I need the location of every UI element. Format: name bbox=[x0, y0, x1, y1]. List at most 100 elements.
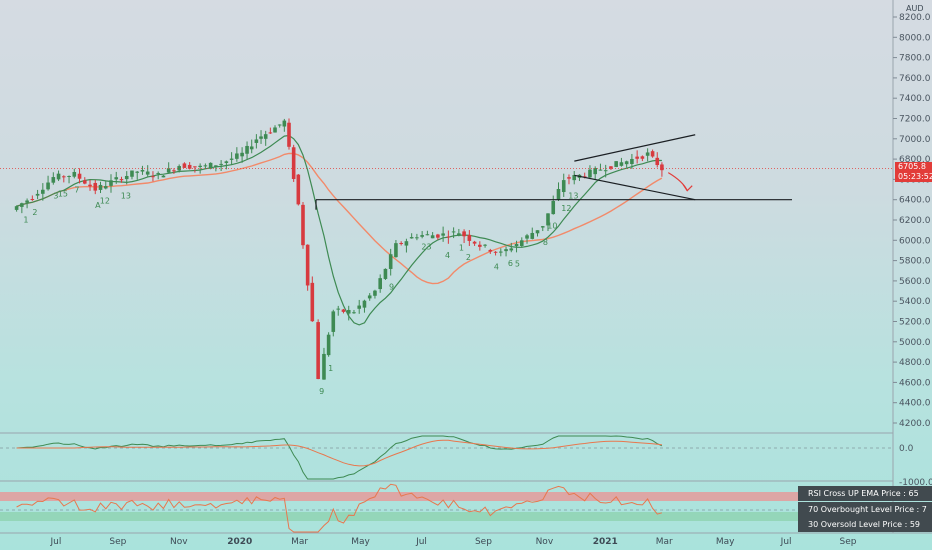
candle-body bbox=[451, 231, 456, 233]
candle-body bbox=[326, 334, 331, 356]
time-axis-label: 2020 bbox=[227, 537, 252, 547]
candle bbox=[609, 166, 613, 170]
candle-body bbox=[420, 235, 424, 237]
candle bbox=[415, 233, 419, 241]
candle bbox=[277, 124, 282, 128]
candle bbox=[301, 202, 305, 249]
candle-body bbox=[249, 146, 254, 150]
candle bbox=[198, 163, 202, 174]
candle-body bbox=[436, 234, 440, 238]
candle-body bbox=[151, 176, 155, 178]
candle-body bbox=[509, 248, 514, 251]
candle bbox=[577, 174, 582, 181]
candle bbox=[567, 174, 571, 185]
candle bbox=[603, 164, 608, 178]
candle bbox=[660, 162, 664, 177]
candle bbox=[249, 139, 254, 154]
candle-body bbox=[56, 173, 61, 180]
candle-body bbox=[446, 236, 451, 238]
candles[interactable] bbox=[14, 118, 664, 380]
price-tick-label: 5400.0 bbox=[899, 297, 931, 307]
td-label: 5 bbox=[515, 259, 520, 268]
currency-label: AUD bbox=[906, 4, 924, 13]
td-label: 9 bbox=[389, 283, 394, 292]
candle bbox=[140, 165, 145, 175]
candle bbox=[383, 268, 388, 280]
candle-body bbox=[301, 204, 305, 246]
candle bbox=[291, 144, 296, 182]
candle-body bbox=[208, 162, 213, 169]
candle bbox=[514, 240, 519, 253]
candle-body bbox=[457, 233, 461, 236]
candle-body bbox=[567, 177, 571, 179]
candle-body bbox=[645, 152, 650, 156]
candle bbox=[322, 347, 326, 380]
candle bbox=[551, 195, 556, 215]
candle-body bbox=[462, 231, 466, 237]
td-label: 4 bbox=[494, 262, 499, 271]
candle bbox=[316, 319, 320, 380]
candle bbox=[378, 274, 382, 293]
candle-body bbox=[30, 198, 35, 200]
candle bbox=[357, 299, 362, 314]
candle bbox=[399, 241, 403, 246]
candle bbox=[572, 170, 577, 185]
td-label: 23 bbox=[421, 242, 431, 251]
candle-body bbox=[140, 170, 145, 172]
candle-body bbox=[316, 322, 320, 380]
price-tick-label: 4200.0 bbox=[899, 419, 931, 429]
candle-body bbox=[214, 165, 218, 168]
candle bbox=[114, 171, 119, 184]
candle-body bbox=[93, 182, 98, 191]
candle bbox=[254, 134, 259, 149]
candle-body bbox=[273, 127, 277, 133]
td-label: 8 bbox=[543, 238, 548, 247]
candle bbox=[488, 248, 493, 254]
candle-body bbox=[341, 309, 346, 312]
candle bbox=[640, 155, 645, 162]
candle bbox=[296, 174, 301, 206]
price-tick-label: 8200.0 bbox=[899, 13, 931, 23]
candle-body bbox=[598, 169, 603, 171]
candle bbox=[156, 171, 160, 180]
time-axis-label: 2021 bbox=[593, 537, 618, 547]
candle bbox=[525, 233, 529, 244]
candle bbox=[203, 163, 208, 169]
candle bbox=[208, 162, 213, 170]
candle bbox=[457, 228, 461, 237]
candle-body bbox=[336, 308, 341, 310]
candle-body bbox=[291, 147, 296, 179]
candle bbox=[259, 130, 263, 144]
candle bbox=[436, 233, 440, 240]
slow-moving-average bbox=[16, 152, 663, 285]
td-label: A bbox=[95, 201, 101, 210]
candle bbox=[530, 227, 535, 240]
price-tick-label: 4400.0 bbox=[899, 399, 931, 409]
td-label: 1 bbox=[328, 364, 333, 373]
candle bbox=[214, 165, 218, 172]
candle bbox=[619, 157, 624, 167]
triangle-lower-line bbox=[574, 174, 696, 201]
price-tick-label: 6400.0 bbox=[899, 196, 931, 206]
candle bbox=[282, 118, 287, 132]
candle-body bbox=[182, 163, 187, 168]
candle-body bbox=[198, 165, 202, 168]
candle-body bbox=[388, 254, 393, 269]
last-price-tag: 6705.8 05:23:52 bbox=[895, 162, 932, 182]
candle-body bbox=[331, 311, 336, 332]
triangle-upper-line bbox=[574, 134, 696, 162]
td-label: 12 bbox=[100, 196, 110, 205]
candle bbox=[20, 202, 24, 214]
price-tick-label: 5600.0 bbox=[899, 277, 931, 287]
time-axis-label: Jul bbox=[50, 537, 62, 547]
candle-body bbox=[296, 174, 301, 205]
candle-body bbox=[62, 176, 66, 178]
candle-body bbox=[660, 164, 664, 171]
candle bbox=[88, 179, 92, 191]
candle-body bbox=[166, 168, 171, 173]
candle-body bbox=[124, 175, 129, 180]
candle bbox=[124, 171, 129, 185]
candle-body bbox=[161, 175, 166, 178]
